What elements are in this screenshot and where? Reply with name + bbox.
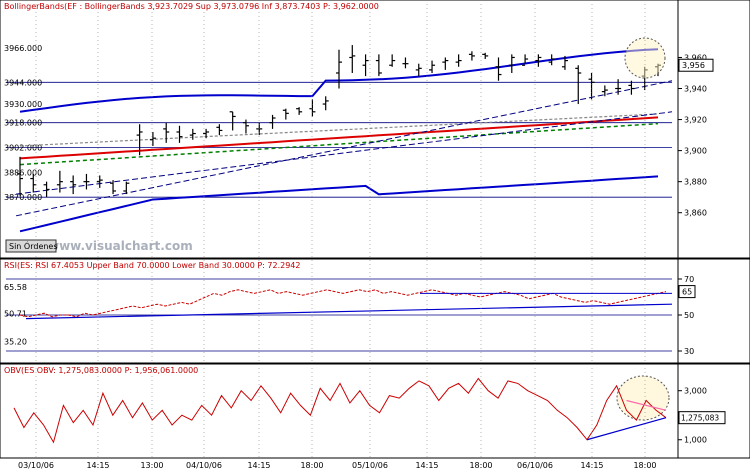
x-tick-label: 13:00 (140, 461, 163, 470)
rsi-tick-label: 70 (684, 275, 694, 284)
x-axis: 03/10/06 14:15 13:00 04/10/06 14:15 18:00 05/1… (18, 0, 657, 470)
price-tick-label: 3,880 (684, 178, 707, 187)
x-tick-label: 14:15 (415, 461, 438, 470)
rsi-trend-line (25, 303, 673, 320)
rsi-left-label: 35.20 (4, 338, 27, 347)
obv-last-label: 1,275,083 (681, 414, 719, 423)
price-annotation-ellipse (624, 37, 666, 79)
x-tick-label: 18:00 (300, 461, 323, 470)
rsi-y-axis: 70 50 30 65 (678, 275, 696, 356)
rsi-left-label: 50.71 (4, 310, 27, 319)
x-tick-label: 14:15 (247, 461, 270, 470)
price-title: BollingerBands(EF : BollingerBands 3,923… (4, 2, 379, 11)
price-tick-label: 3,940 (684, 85, 707, 94)
rsi-tick-label: 30 (684, 347, 694, 356)
price-level-label: 3966.000 (4, 44, 42, 53)
obv-tick-label: 3,000 (684, 387, 707, 396)
rsi-series-line (19, 289, 667, 318)
watermark: www.visualchart.com (48, 239, 193, 253)
price-tick-label: 3,960 (684, 53, 707, 62)
price-last-box (678, 58, 714, 72)
obv-trend-line-pink (626, 399, 667, 411)
price-last-label: 3,956 (682, 61, 705, 70)
price-level-label: 3886.000 (4, 168, 42, 177)
obv-annotation-ellipse (616, 375, 670, 421)
bollinger-lower-band (19, 175, 659, 233)
trend-line (15, 111, 673, 195)
orders-button[interactable] (5, 239, 57, 253)
price-panel (0, 0, 750, 259)
bollinger-mid-band (19, 116, 659, 160)
obv-tick-label: 1,000 (684, 436, 707, 445)
obv-trend-line (586, 417, 667, 441)
obv-last-box (678, 411, 726, 425)
rsi-title: RSI(ES: RSI 67.4053 Upper Band 70.0000 L… (4, 261, 300, 270)
price-level-label: 3902.000 (4, 144, 42, 153)
x-tick-label: 06/10/06 (517, 461, 553, 470)
rsi-tick-label: 50 (684, 311, 694, 320)
rsi-left-label: 65.58 (4, 283, 27, 292)
rsi-last-label: 65 (682, 288, 692, 297)
orders-button-label: Sin Órdenes (9, 240, 58, 251)
price-level-label: 3944.000 (4, 78, 42, 87)
obv-lines (13, 377, 667, 444)
moving-average-line (19, 122, 659, 166)
trend-line (15, 80, 673, 217)
x-tick-label: 18:00 (633, 461, 656, 470)
grey-average-line (19, 113, 659, 147)
rsi-lines: 65.58 50.71 35.20 (4, 278, 673, 352)
price-level-label: 3918.000 (4, 119, 42, 128)
obv-series-line (13, 377, 667, 444)
x-tick-label: 14:15 (86, 461, 109, 470)
price-tick-label: 3,920 (684, 116, 707, 125)
price-level-label: 3930.000 (4, 100, 42, 109)
x-tick-label: 03/10/06 (18, 461, 54, 470)
price-tick-label: 3,860 (684, 209, 707, 218)
obv-title: OBV(ES OBV: 1,275,083.0000 P: 1,956,061.… (4, 366, 198, 375)
price-y-axis: 3,960 3,940 3,920 3,900 3,880 3,860 3,956 (678, 53, 714, 218)
price-tick-label: 3,900 (684, 147, 707, 156)
x-tick-label: 14:15 (580, 461, 603, 470)
price-bars (17, 45, 661, 198)
x-tick-label: 04/10/06 (186, 461, 222, 470)
x-tick-label: 18:00 (469, 461, 492, 470)
x-tick-label: 05/10/06 (352, 461, 388, 470)
rsi-last-box (678, 285, 696, 299)
price-level-label: 3870.000 (4, 193, 42, 202)
